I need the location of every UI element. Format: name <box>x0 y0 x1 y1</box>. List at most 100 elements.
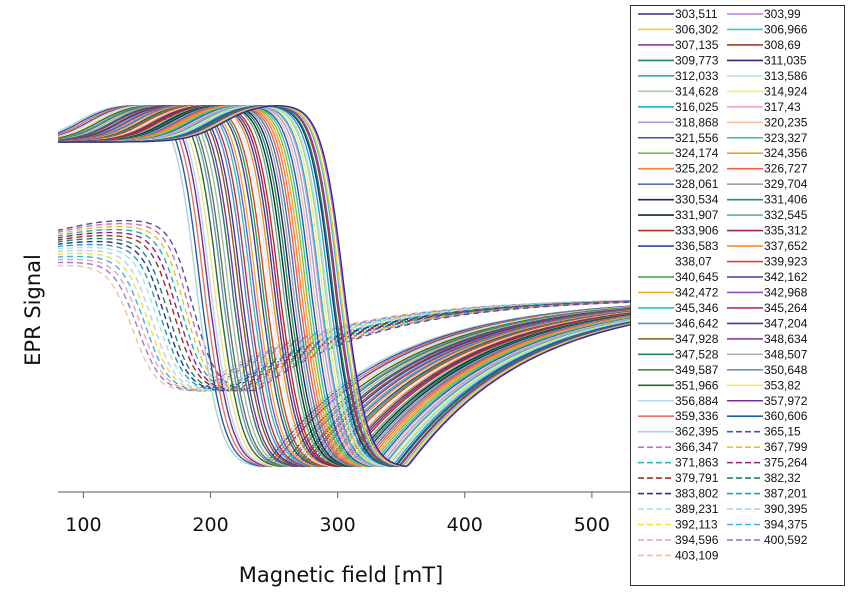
legend-item: 342,162 <box>727 270 808 284</box>
series-line <box>58 105 630 468</box>
legend-label: 379,791 <box>675 471 719 485</box>
x-tick-label: 100 <box>65 514 101 536</box>
legend-item: 345,264 <box>727 301 808 315</box>
legend-item: 335,312 <box>727 224 808 238</box>
legend-item: 316,025 <box>638 100 719 114</box>
series-line <box>58 105 630 468</box>
legend-label: 353,82 <box>764 378 801 392</box>
legend-label: 389,231 <box>675 502 719 516</box>
legend-item: 379,791 <box>638 471 719 485</box>
series-line <box>58 105 630 468</box>
legend-label: 366,347 <box>675 440 719 454</box>
series-line <box>58 105 630 468</box>
x-tick-label: 200 <box>192 514 228 536</box>
legend-label: 348,507 <box>764 347 808 361</box>
legend-item: 339,923 <box>727 255 808 269</box>
series-line <box>58 105 630 468</box>
series-line <box>58 105 630 468</box>
series-line <box>58 105 630 468</box>
legend-label: 308,69 <box>764 38 801 52</box>
legend-item: 375,264 <box>727 456 808 470</box>
series-line <box>58 105 630 468</box>
legend-item: 320,235 <box>727 115 808 129</box>
legend-label: 321,556 <box>675 131 719 145</box>
legend-item: 348,507 <box>727 347 808 361</box>
legend: 303,511 303,99 306,302 306,966 307,135 308,69… <box>630 5 845 586</box>
legend-label: 347,928 <box>675 332 719 346</box>
series-line <box>58 105 630 468</box>
legend-label: 387,201 <box>764 487 808 501</box>
legend-label: 335,312 <box>764 224 808 238</box>
legend-item: 362,395 <box>638 425 719 439</box>
series-line <box>58 105 630 468</box>
series-line <box>58 105 630 468</box>
legend-item: 338,07 <box>638 255 712 269</box>
series-line <box>58 105 630 468</box>
legend-label: 383,802 <box>675 487 719 501</box>
legend-item: 342,472 <box>638 285 719 299</box>
legend-label: 316,025 <box>675 100 719 114</box>
legend-label: 337,652 <box>764 239 808 253</box>
legend-label: 328,061 <box>675 177 719 191</box>
legend-item: 309,773 <box>638 53 719 67</box>
legend-box <box>630 5 845 586</box>
legend-item: 326,727 <box>727 162 808 176</box>
series-line <box>58 105 630 468</box>
legend-item: 312,033 <box>638 69 719 83</box>
legend-item: 308,69 <box>727 38 801 52</box>
legend-label: 312,033 <box>675 69 719 83</box>
legend-item: 351,966 <box>638 378 719 392</box>
legend-item: 357,972 <box>727 394 808 408</box>
x-tick-label: 400 <box>447 514 483 536</box>
legend-label: 339,923 <box>764 255 808 269</box>
legend-label: 306,302 <box>675 22 719 36</box>
series-line <box>58 105 630 468</box>
legend-item: 347,204 <box>727 316 808 330</box>
legend-label: 333,906 <box>675 224 719 238</box>
legend-item: 307,135 <box>638 38 719 52</box>
legend-item: 324,356 <box>727 146 808 160</box>
legend-item: 400,592 <box>727 533 808 547</box>
series-line <box>58 105 630 468</box>
legend-label: 324,356 <box>764 146 808 160</box>
series-line <box>58 105 630 468</box>
series-line <box>58 105 630 468</box>
legend-item: 371,863 <box>638 456 719 470</box>
legend-item: 330,534 <box>638 193 719 207</box>
legend-item: 306,966 <box>727 22 808 36</box>
x-axis-title: Magnetic field [mT] <box>239 563 444 587</box>
legend-label: 356,884 <box>675 394 719 408</box>
legend-item: 350,648 <box>727 363 808 377</box>
series-line <box>58 105 630 468</box>
legend-label: 326,727 <box>764 162 808 176</box>
legend-label: 350,648 <box>764 363 808 377</box>
legend-label: 347,204 <box>764 316 808 330</box>
legend-item: 347,528 <box>638 347 719 361</box>
series-line <box>58 105 630 468</box>
legend-item: 353,82 <box>727 378 801 392</box>
legend-item: 306,302 <box>638 22 719 36</box>
legend-label: 365,15 <box>764 425 801 439</box>
legend-label: 311,035 <box>764 53 807 67</box>
legend-label: 359,336 <box>675 409 719 423</box>
legend-item: 367,799 <box>727 440 808 454</box>
legend-item: 366,347 <box>638 440 719 454</box>
legend-item: 314,628 <box>638 84 719 98</box>
legend-label: 314,628 <box>675 84 719 98</box>
legend-item: 340,645 <box>638 270 719 284</box>
series-line <box>58 105 630 468</box>
x-axis: 100 200 300 400 500 <box>58 491 630 536</box>
legend-item: 337,652 <box>727 239 808 253</box>
legend-item: 314,924 <box>727 84 808 98</box>
legend-item: 383,802 <box>638 487 719 501</box>
legend-label: 307,135 <box>675 38 719 52</box>
y-axis-title: EPR Signal <box>21 254 45 366</box>
legend-label: 371,863 <box>675 456 719 470</box>
legend-label: 375,264 <box>764 456 808 470</box>
legend-item: 331,406 <box>727 193 808 207</box>
legend-label: 345,264 <box>764 301 808 315</box>
legend-label: 325,202 <box>675 162 719 176</box>
legend-item: 342,968 <box>727 285 808 299</box>
legend-item: 303,99 <box>727 7 801 21</box>
